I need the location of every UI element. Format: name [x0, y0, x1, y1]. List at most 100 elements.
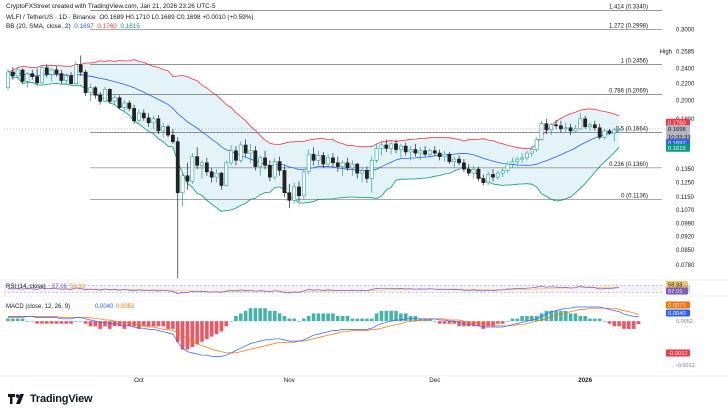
candle-body — [481, 178, 486, 183]
candle-body — [107, 89, 112, 102]
candle-body — [345, 162, 350, 169]
macd-histogram-bar — [612, 321, 617, 327]
candle-body — [374, 148, 379, 161]
macd-histogram-bar — [59, 321, 64, 324]
candle-body — [554, 124, 558, 127]
price-axis-tick: 0.1150 — [676, 195, 695, 201]
candle-body — [432, 150, 437, 154]
macd-histogram-bar — [195, 321, 199, 345]
macd-histogram-bar — [175, 321, 180, 342]
macd-histogram-bar — [515, 318, 520, 322]
macd-signal-value: 0.0052 — [116, 304, 135, 310]
symbol-label[interactable]: WLFI / TetherUS · 1D · Binance — [6, 14, 96, 21]
macd-histogram-bar — [559, 310, 563, 322]
candle-body — [200, 162, 204, 166]
candle — [573, 124, 578, 133]
macd-histogram-bar — [20, 318, 25, 322]
macd-histogram-bar — [156, 321, 161, 327]
fib-level-label: 0.236 (0.1360) — [609, 162, 648, 168]
price-axis-tick: 0.2000 — [676, 98, 695, 104]
macd-histogram-bar — [142, 321, 146, 327]
macd-histogram-bar — [549, 310, 553, 322]
candle — [607, 128, 612, 136]
candle — [180, 171, 185, 207]
rsi-ma-value: 58.93 — [70, 284, 86, 290]
candle-body — [224, 162, 229, 186]
candle-body — [132, 108, 137, 122]
macd-histogram-bar — [365, 318, 369, 322]
candle-body — [253, 150, 258, 167]
macd-histogram-bar — [510, 318, 515, 322]
candle — [442, 150, 447, 162]
rsi-badge-bg — [666, 281, 688, 288]
candle — [117, 95, 122, 110]
macd-histogram-bar — [103, 321, 107, 327]
price-badge-text: 0.1760 — [668, 121, 686, 127]
macd-histogram-bar — [30, 321, 35, 322]
bb-label[interactable]: BB (20, SMA, close, 2) — [6, 23, 71, 30]
macd-histogram-bar — [297, 321, 301, 322]
macd-histogram-bar — [214, 321, 219, 335]
macd-histogram-bar — [360, 318, 364, 322]
price-axis-tick: 0.1070 — [676, 208, 695, 214]
price-badge-text: 0.1698 — [668, 127, 686, 133]
candle — [272, 157, 277, 180]
candle — [258, 155, 263, 176]
candle — [394, 139, 398, 154]
candle-body — [287, 192, 292, 201]
candle — [457, 155, 461, 166]
candle — [49, 68, 54, 82]
candle — [355, 162, 360, 179]
candle-body — [127, 102, 132, 109]
candle — [166, 124, 170, 138]
candle — [592, 120, 597, 131]
candle-body — [500, 170, 505, 174]
candle — [568, 123, 573, 136]
candle — [219, 171, 224, 190]
candle — [209, 167, 214, 183]
candle-body — [588, 124, 592, 128]
macd-histogram-bar — [282, 315, 287, 322]
candle-body — [602, 130, 607, 138]
candle — [466, 164, 471, 176]
macd-histogram-bar — [384, 310, 389, 322]
candle-body — [30, 73, 35, 77]
macd-histogram-bar — [234, 315, 238, 322]
candle — [418, 147, 423, 161]
candle — [20, 68, 25, 84]
candle-body — [69, 75, 73, 84]
macd-histogram-bar — [25, 321, 30, 322]
macd-histogram-bar — [122, 321, 127, 329]
candle — [103, 86, 107, 103]
candle — [292, 182, 297, 204]
bb-legend: BB (20, SMA, close, 2) 0.1697 0.1760 0.1… — [6, 23, 140, 30]
candle — [195, 147, 200, 170]
macd-histogram-bar — [597, 318, 602, 322]
candle-body — [544, 123, 549, 131]
symbol-line: WLFI / TetherUS · 1D · Binance O0.1689 H… — [6, 14, 254, 21]
macd-histogram-bar — [185, 321, 190, 350]
macd-histogram-bar — [340, 315, 345, 322]
candle-body — [311, 153, 316, 161]
macd-histogram-bar — [239, 313, 243, 322]
macd-histogram-bar — [54, 321, 59, 324]
candle — [234, 146, 238, 166]
macd-histogram-bar — [166, 321, 170, 329]
macd-histogram-bar — [622, 321, 626, 329]
candle-body — [461, 162, 466, 170]
rsi-line — [7, 285, 620, 295]
rsi-badge-bg — [666, 287, 688, 295]
macd-badge: 0.0040 — [666, 309, 690, 317]
candle-body — [457, 158, 461, 164]
candle — [369, 156, 374, 193]
macd-histogram-bar — [350, 318, 355, 322]
candle — [413, 143, 418, 157]
price-axis-tick: 0.3000 — [676, 27, 695, 33]
candle — [539, 120, 544, 141]
candle-body — [195, 156, 200, 166]
macd-badge-text: 0.0040 — [668, 311, 686, 317]
candle — [10, 67, 15, 80]
candle — [132, 104, 137, 124]
candle-body — [563, 127, 568, 130]
